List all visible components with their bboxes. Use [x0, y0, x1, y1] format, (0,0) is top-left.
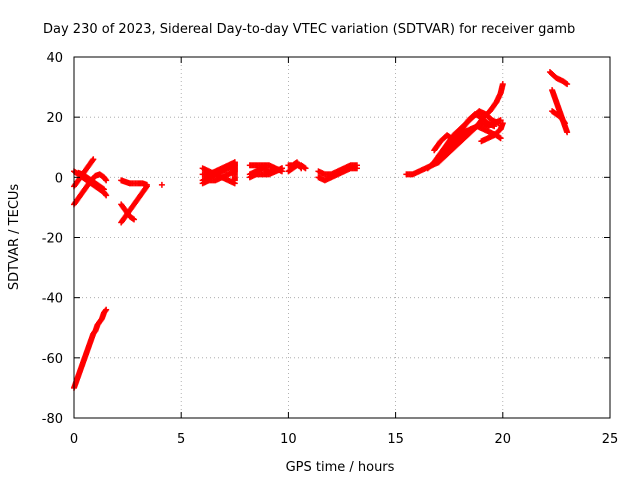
grid-layer: [74, 57, 610, 418]
data-point: [129, 215, 136, 222]
data-point: [564, 129, 571, 136]
data-point: [298, 165, 305, 172]
x-tick-label: 20: [495, 432, 512, 447]
data-point: [496, 134, 503, 141]
data-point: [561, 118, 568, 125]
data-point: [143, 184, 150, 191]
data-point: [131, 216, 138, 223]
y-tick-label: -40: [42, 292, 63, 307]
data-point: [354, 162, 361, 169]
x-tick-label: 0: [70, 432, 78, 447]
x-axis-label: GPS time / hours: [286, 460, 395, 475]
data-point: [561, 120, 568, 127]
data-point: [158, 181, 165, 188]
data-point: [564, 81, 571, 88]
data-point: [99, 185, 106, 192]
x-tick-label: 15: [387, 432, 404, 447]
y-tick-label: 40: [46, 51, 63, 66]
data-point: [563, 80, 570, 87]
data-point: [466, 127, 473, 134]
data-point: [448, 135, 455, 142]
chart-title: Day 230 of 2023, Sidereal Day-to-day VTE…: [43, 22, 575, 37]
data-point: [231, 177, 238, 184]
data-point: [467, 126, 474, 133]
data-point: [297, 164, 304, 171]
data-point: [103, 192, 110, 199]
y-tick-label: 20: [46, 111, 63, 126]
data-point: [499, 81, 506, 88]
y-tick-label: -20: [42, 232, 63, 247]
data-point: [447, 134, 454, 141]
data-layer: [71, 69, 571, 391]
data-point: [497, 135, 504, 142]
data-point: [278, 165, 285, 172]
y-axis-label: SDTVAR / TECUs: [7, 184, 22, 291]
data-point: [143, 183, 150, 190]
y-tick-label: -80: [42, 412, 63, 427]
data-point: [101, 186, 108, 193]
x-tick-label: 10: [280, 432, 297, 447]
data-point: [90, 156, 97, 163]
x-tick-label: 25: [602, 432, 619, 447]
y-tick-label: 0: [55, 171, 63, 186]
tick-layer: 0 5 10 15 20 25 -80 -60 -40 -20 0 20 40: [42, 51, 619, 447]
y-tick-label: -60: [42, 352, 63, 367]
data-point: [499, 120, 506, 127]
data-point: [497, 117, 504, 124]
x-tick-label: 5: [177, 432, 185, 447]
data-point: [103, 177, 110, 184]
data-point: [103, 306, 110, 313]
